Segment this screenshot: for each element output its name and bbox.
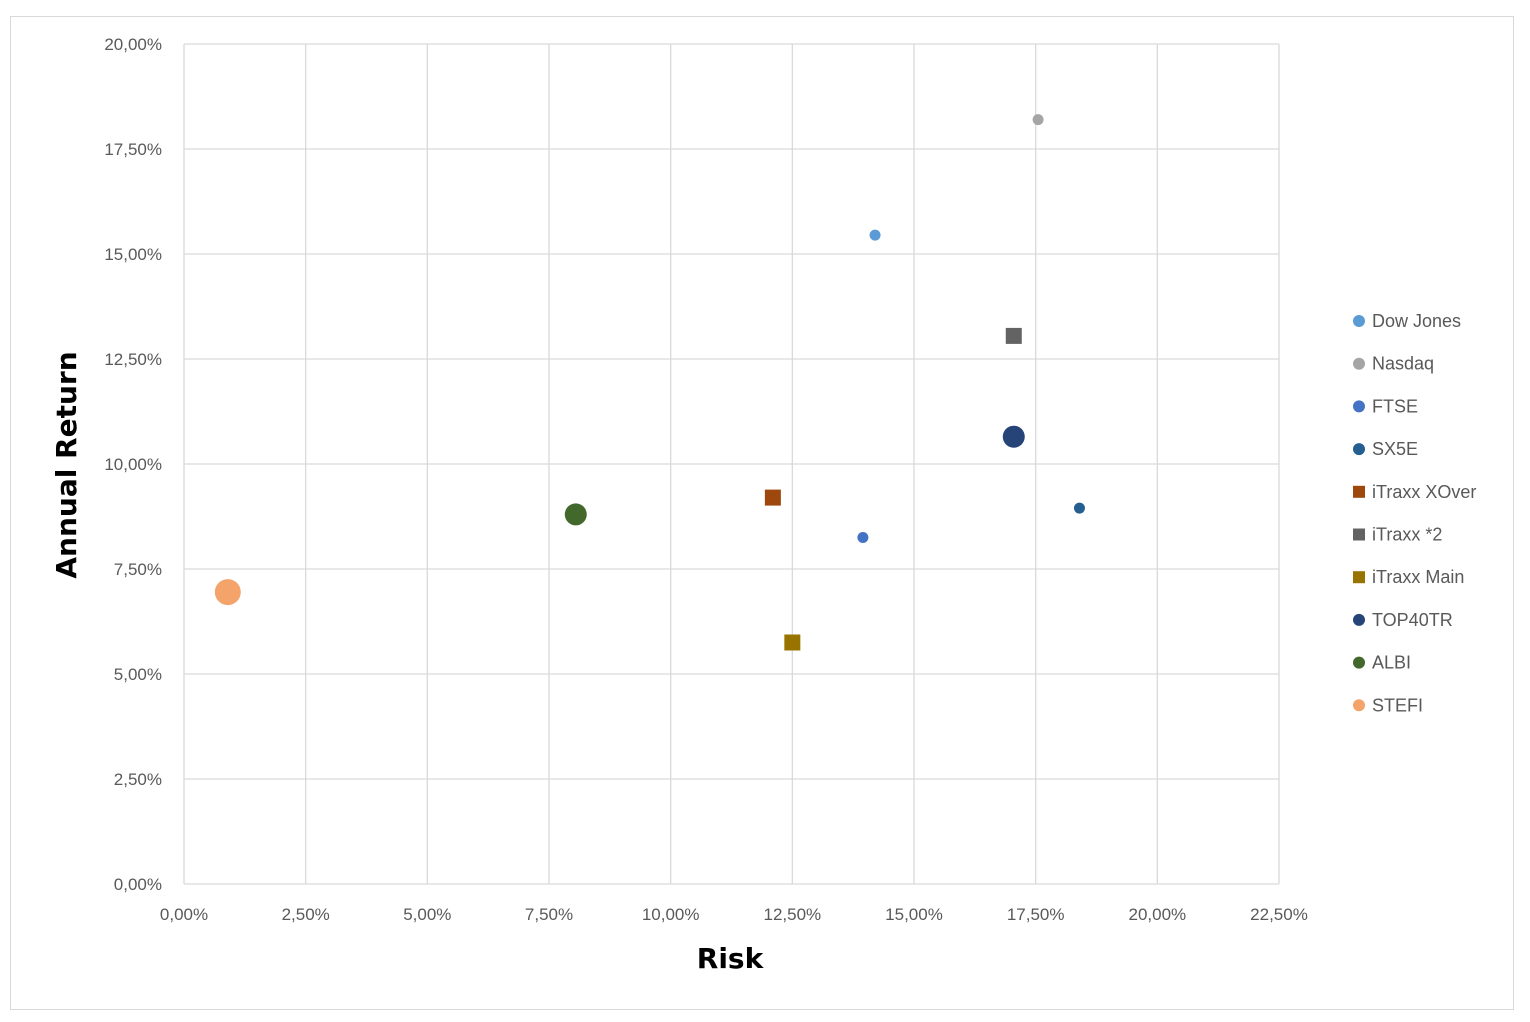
- legend: Dow Jones Nasdaq FTSE SX5E iTraxx XOver iTrax…: [1353, 311, 1476, 715]
- legend-marker-itraxx-2: [1353, 528, 1365, 541]
- gridlines: [183, 43, 1280, 885]
- legend-label-itraxx-xover: iTraxx XOver: [1372, 482, 1476, 502]
- legend-marker-ftse: [1353, 400, 1365, 413]
- data-point-dow-jones: [869, 229, 881, 241]
- data-point-sx5e: [1073, 502, 1085, 514]
- data-point-itraxx-xover: [764, 489, 781, 506]
- legend-marker-itraxx-main: [1353, 571, 1365, 584]
- data-point-ftse: [857, 532, 869, 543]
- legend-label-ftse: FTSE: [1372, 396, 1418, 416]
- legend-label-itraxx-2: iTraxx *2: [1372, 525, 1442, 545]
- legend-label-nasdaq: Nasdaq: [1372, 354, 1434, 374]
- data-point-stefi: [214, 579, 241, 606]
- legend-label-albi: ALBI: [1372, 653, 1411, 673]
- y-tick-label: 12,50%: [104, 350, 162, 369]
- y-tick-label: 2,50%: [114, 770, 162, 789]
- y-axis-ticks: 0,00% 2,50% 5,00% 7,50% 10,00% 12,50% 15,00% 17…: [104, 35, 162, 894]
- x-axis-ticks: 0,00% 2,50% 5,00% 7,50% 10,00% 12,50% 15,00% 17…: [160, 905, 1308, 924]
- x-tick-label: 0,00%: [160, 905, 208, 924]
- legend-label-sx5e: SX5E: [1372, 439, 1418, 459]
- x-tick-label: 10,00%: [642, 905, 700, 924]
- legend-marker-sx5e: [1353, 443, 1365, 456]
- x-axis-title: Risk: [697, 942, 765, 975]
- data-point-nasdaq: [1032, 114, 1044, 126]
- y-tick-label: 0,00%: [114, 875, 162, 894]
- x-tick-label: 20,00%: [1128, 905, 1186, 924]
- y-tick-label: 10,00%: [104, 455, 162, 474]
- chart-frame: [10, 16, 1514, 1010]
- legend-marker-top40tr: [1353, 613, 1365, 626]
- x-tick-label: 12,50%: [763, 905, 821, 924]
- y-axis-title: Annual Return: [50, 351, 83, 578]
- data-points: [214, 114, 1085, 651]
- data-point-itraxx-main: [784, 634, 801, 651]
- x-tick-label: 15,00%: [885, 905, 943, 924]
- data-point-itraxx-2: [1005, 327, 1022, 344]
- legend-marker-albi: [1353, 656, 1365, 669]
- x-tick-label: 2,50%: [282, 905, 330, 924]
- x-tick-label: 17,50%: [1007, 905, 1065, 924]
- legend-marker-dow-jones: [1353, 315, 1365, 327]
- x-tick-label: 7,50%: [525, 905, 573, 924]
- x-tick-label: 22,50%: [1250, 905, 1308, 924]
- data-point-albi: [564, 503, 587, 526]
- y-tick-label: 7,50%: [114, 560, 162, 579]
- legend-label-itraxx-main: iTraxx Main: [1372, 567, 1464, 587]
- legend-marker-itraxx-xover: [1353, 485, 1365, 498]
- legend-label-stefi: STEFI: [1372, 695, 1423, 715]
- legend-marker-nasdaq: [1353, 357, 1365, 370]
- x-tick-label: 5,00%: [403, 905, 451, 924]
- legend-label-top40tr: TOP40TR: [1372, 610, 1453, 630]
- legend-marker-stefi: [1353, 699, 1365, 712]
- y-tick-label: 5,00%: [114, 665, 162, 684]
- data-point-top40tr: [1002, 425, 1025, 448]
- y-tick-label: 15,00%: [104, 245, 162, 264]
- y-tick-label: 17,50%: [104, 140, 162, 159]
- legend-label-dow-jones: Dow Jones: [1372, 311, 1461, 331]
- y-tick-label: 20,00%: [104, 35, 162, 54]
